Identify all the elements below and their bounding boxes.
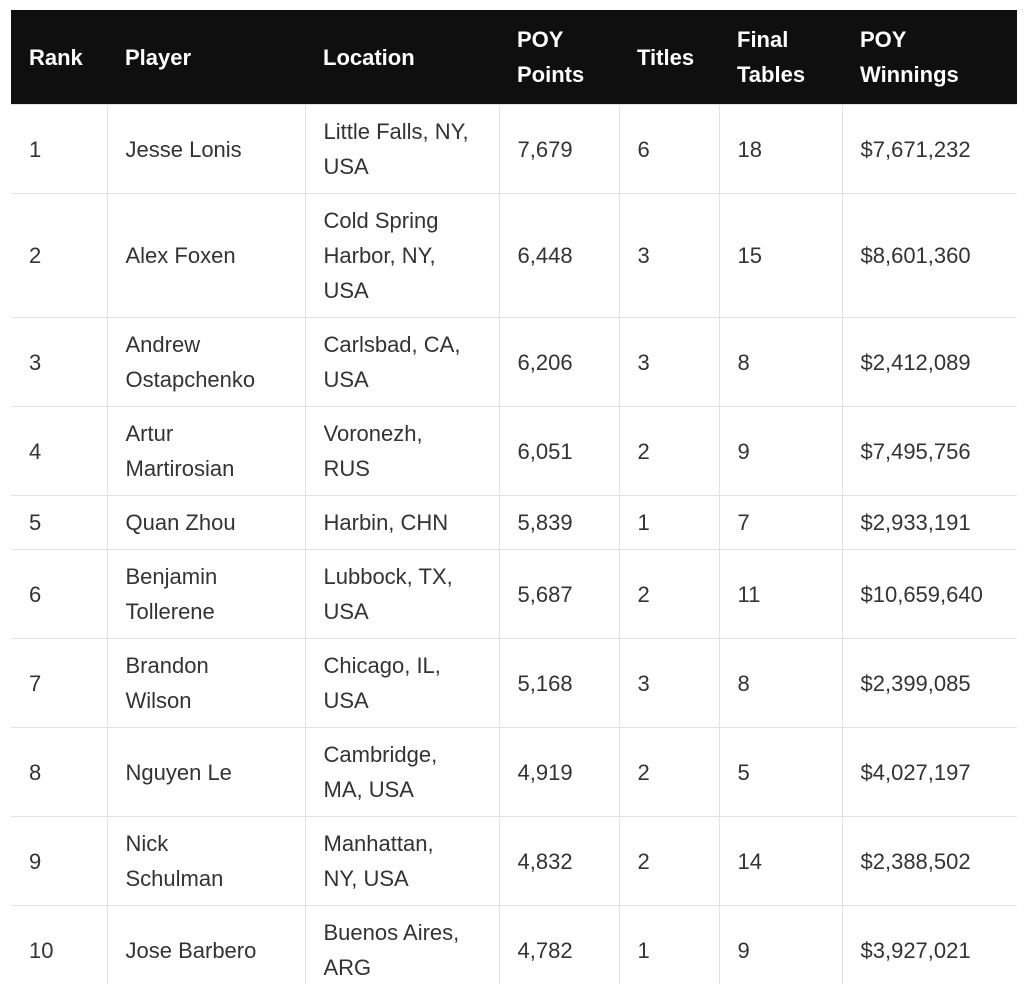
table-cell: 5,687 xyxy=(498,549,620,639)
table-row: 8 Nguyen Le Cambridge, MA, USA 4,919 2 5 $4,02… xyxy=(11,727,1017,817)
table-cell: $3,927,021 xyxy=(841,905,1017,984)
table-cell: 18 xyxy=(718,104,843,194)
column-header: Titles xyxy=(619,10,719,105)
table-cell: 1 xyxy=(11,104,108,194)
table-row: 9 Nick Schulman Manhattan, NY, USA 4,832 2 14… xyxy=(11,816,1017,906)
table-body: 1 Jesse Lonis Little Falls, NY, USA 7,679 6 1… xyxy=(11,104,1017,984)
column-header: POY Points xyxy=(499,10,619,105)
table-cell: $2,412,089 xyxy=(841,317,1017,407)
table-cell: 3 xyxy=(618,193,720,318)
table-cell: 11 xyxy=(718,549,843,639)
table-cell: 2 xyxy=(618,406,720,496)
table-cell: $7,495,756 xyxy=(841,406,1017,496)
table-cell: Nguyen Le xyxy=(106,727,306,817)
table-row: 2 Alex Foxen Cold Spring Harbor, NY, USA 6,… xyxy=(11,193,1017,318)
table-cell: Jose Barbero xyxy=(106,905,306,984)
table-cell: Alex Foxen xyxy=(106,193,306,318)
table-cell: 7 xyxy=(11,638,108,728)
table-cell: 3 xyxy=(618,638,720,728)
table-cell: 8 xyxy=(718,317,843,407)
table-cell: 5 xyxy=(11,495,108,550)
table-row: 6 Benjamin Tollerene Lubbock, TX, USA 5,687… xyxy=(11,549,1017,639)
table-cell: 4,782 xyxy=(498,905,620,984)
table-cell: Chicago, IL, USA xyxy=(304,638,500,728)
column-header: Location xyxy=(305,10,499,105)
table-cell: 9 xyxy=(718,406,843,496)
table-cell: 2 xyxy=(11,193,108,318)
table-cell: Andrew Ostapchenko xyxy=(106,317,306,407)
table-cell: 9 xyxy=(11,816,108,906)
table-cell: 6 xyxy=(11,549,108,639)
table-cell: Jesse Lonis xyxy=(106,104,306,194)
table-cell: Carlsbad, CA, USA xyxy=(304,317,500,407)
table-cell: 4 xyxy=(11,406,108,496)
table-cell: Buenos Aires, ARG xyxy=(304,905,500,984)
table-cell: 3 xyxy=(618,317,720,407)
table-cell: 8 xyxy=(11,727,108,817)
column-header: Player xyxy=(107,10,305,105)
table-header: Rank Player Location POY Points Titles Final … xyxy=(11,10,1017,105)
table-cell: 6,206 xyxy=(498,317,620,407)
table-cell: 9 xyxy=(718,905,843,984)
column-header: Final Tables xyxy=(719,10,842,105)
table-cell: $7,671,232 xyxy=(841,104,1017,194)
table-cell: Cold Spring Harbor, NY, USA xyxy=(304,193,500,318)
table-cell: 15 xyxy=(718,193,843,318)
column-header: Rank xyxy=(11,10,107,105)
table-cell: Harbin, CHN xyxy=(304,495,500,550)
table-cell: Manhattan, NY, USA xyxy=(304,816,500,906)
table-cell: 1 xyxy=(618,495,720,550)
table-cell: 3 xyxy=(11,317,108,407)
table-cell: Cambridge, MA, USA xyxy=(304,727,500,817)
table-cell: 7,679 xyxy=(498,104,620,194)
table-cell: 7 xyxy=(718,495,843,550)
table-row: 10 Jose Barbero Buenos Aires, ARG 4,782 1 9 $3… xyxy=(11,905,1017,984)
table-cell: $8,601,360 xyxy=(841,193,1017,318)
table-cell: $2,399,085 xyxy=(841,638,1017,728)
table-row: 1 Jesse Lonis Little Falls, NY, USA 7,679 6 1… xyxy=(11,104,1017,194)
header-row: Rank Player Location POY Points Titles Final … xyxy=(11,10,1017,105)
table-cell: 14 xyxy=(718,816,843,906)
table-cell: Lubbock, TX, USA xyxy=(304,549,500,639)
table-row: 7 Brandon Wilson Chicago, IL, USA 5,168 3 8 $2… xyxy=(11,638,1017,728)
table-cell: Voronezh, RUS xyxy=(304,406,500,496)
table-cell: $2,388,502 xyxy=(841,816,1017,906)
table-cell: 10 xyxy=(11,905,108,984)
table-cell: Little Falls, NY, USA xyxy=(304,104,500,194)
table-cell: Quan Zhou xyxy=(106,495,306,550)
table-row: 4 Artur Martirosian Voronezh, RUS 6,051 2 9 $7… xyxy=(11,406,1017,496)
table-cell: 2 xyxy=(618,549,720,639)
table-cell: 5 xyxy=(718,727,843,817)
table-cell: 2 xyxy=(618,816,720,906)
table-cell: 2 xyxy=(618,727,720,817)
table-cell: 6 xyxy=(618,104,720,194)
table-cell: Artur Martirosian xyxy=(106,406,306,496)
table-row: 5 Quan Zhou Harbin, CHN 5,839 1 7 $2,933,191 xyxy=(11,495,1017,550)
table-row: 3 Andrew Ostapchenko Carlsbad, CA, USA 6,20… xyxy=(11,317,1017,407)
table-cell: 6,051 xyxy=(498,406,620,496)
rankings-table: Rank Player Location POY Points Titles Final … xyxy=(11,10,1017,984)
table-cell: $2,933,191 xyxy=(841,495,1017,550)
table-cell: Nick Schulman xyxy=(106,816,306,906)
table-cell: 5,839 xyxy=(498,495,620,550)
table-cell: 1 xyxy=(618,905,720,984)
table-cell: 4,919 xyxy=(498,727,620,817)
table-cell: $10,659,640 xyxy=(841,549,1017,639)
table-cell: 6,448 xyxy=(498,193,620,318)
table-cell: 4,832 xyxy=(498,816,620,906)
table-cell: 8 xyxy=(718,638,843,728)
column-header: POY Winnings xyxy=(842,10,1017,105)
table-cell: 5,168 xyxy=(498,638,620,728)
table-cell: Benjamin Tollerene xyxy=(106,549,306,639)
table-container: Rank Player Location POY Points Titles Final … xyxy=(11,10,1017,984)
table-cell: $4,027,197 xyxy=(841,727,1017,817)
table-cell: Brandon Wilson xyxy=(106,638,306,728)
